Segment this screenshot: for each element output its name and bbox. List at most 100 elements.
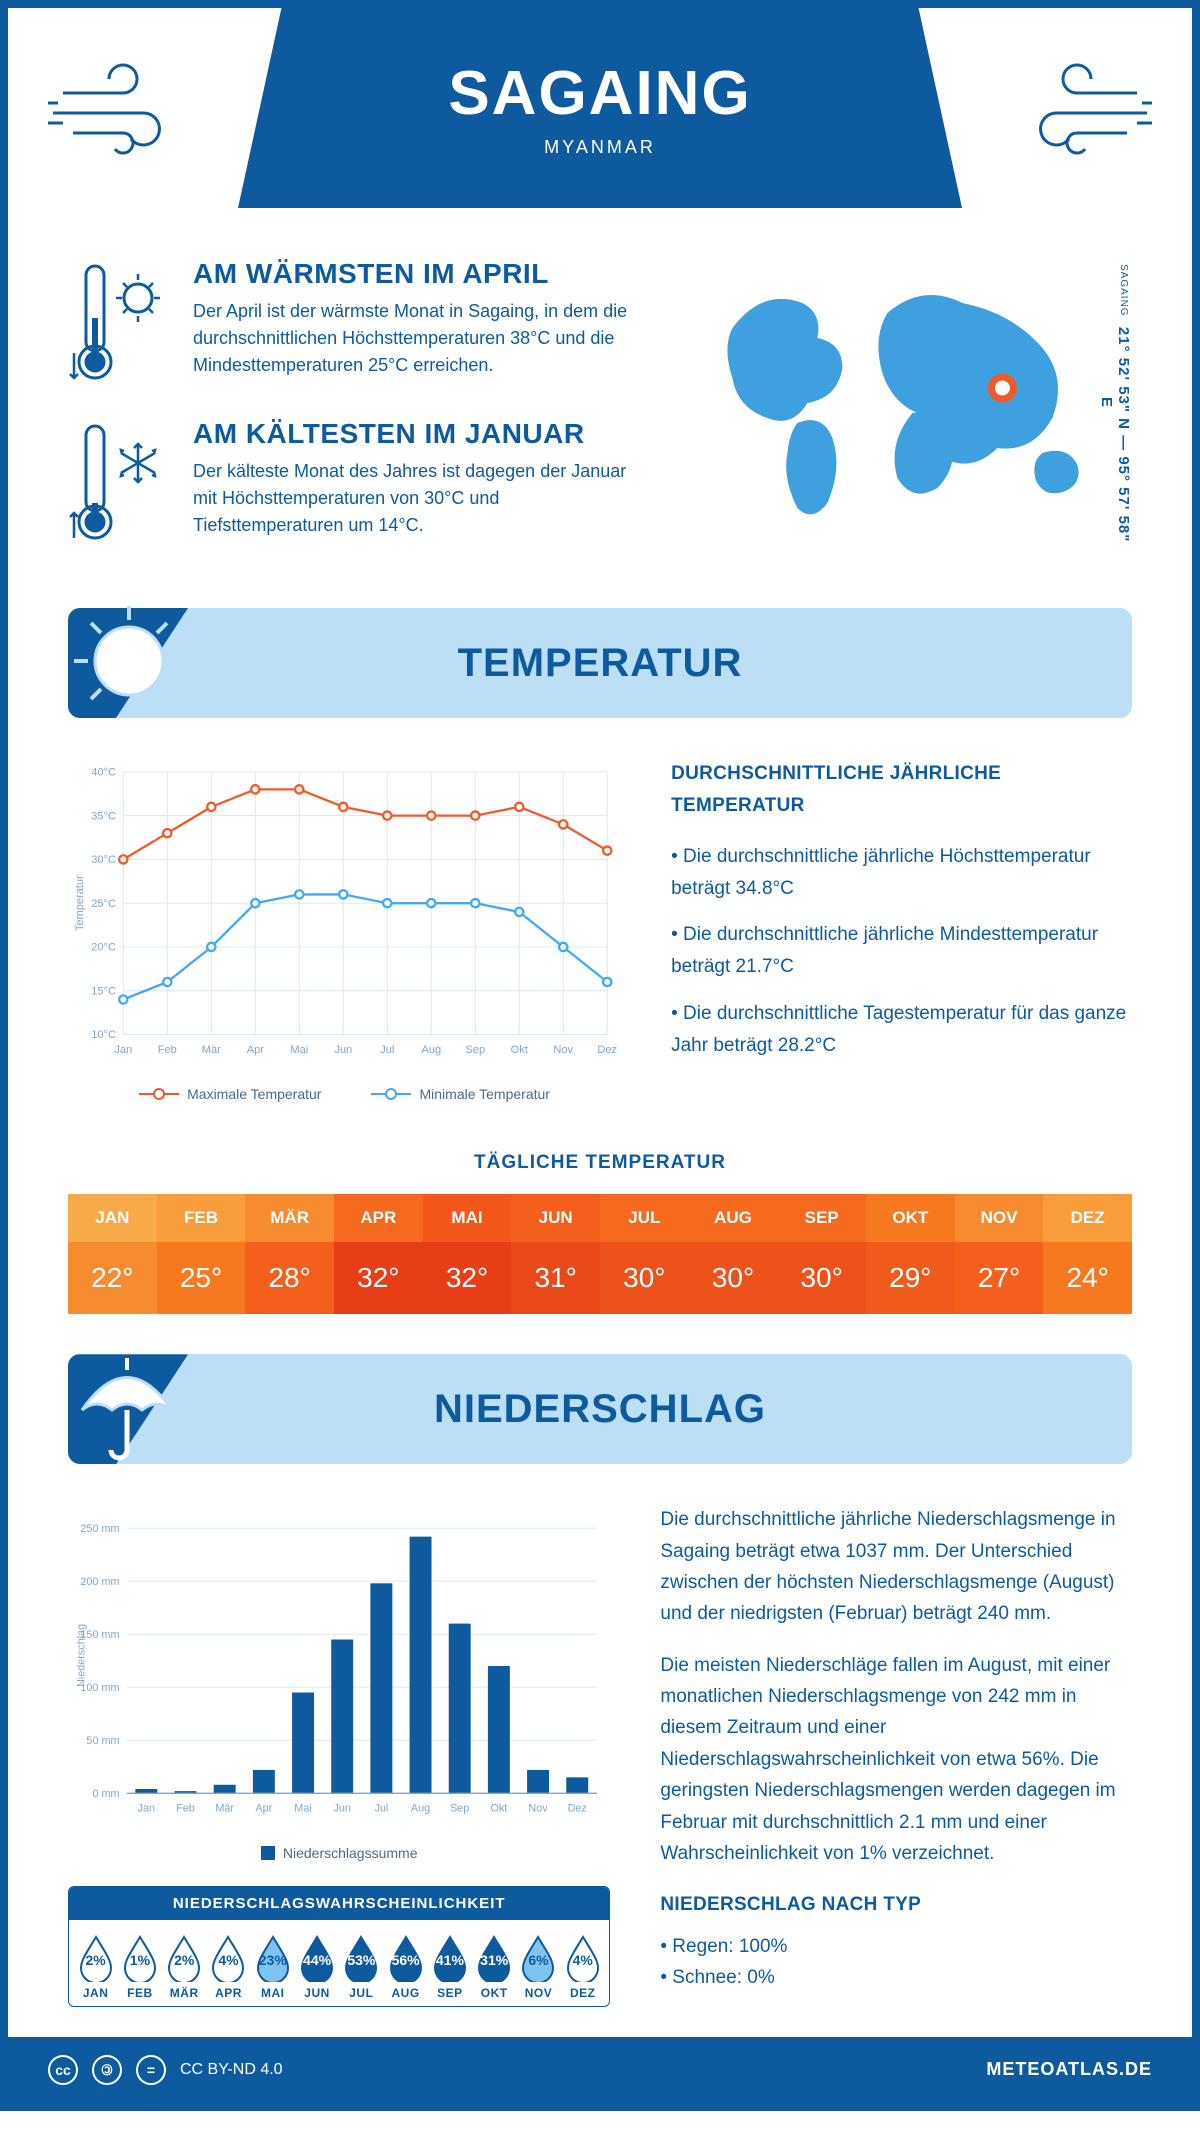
thermometer-hot-icon bbox=[68, 258, 168, 388]
temp-info-title: DURCHSCHNITTLICHE JÄHRLICHE TEMPERATUR bbox=[671, 758, 1132, 823]
prob-item: 6% NOV bbox=[518, 1934, 559, 2000]
svg-text:Aug: Aug bbox=[411, 1803, 430, 1815]
svg-text:10°C: 10°C bbox=[91, 1029, 116, 1041]
world-map-block: SAGAING 21° 52' 53" N — 95° 57' 58" E bbox=[693, 258, 1132, 548]
precip-type-2: • Schnee: 0% bbox=[660, 1962, 1132, 1993]
month-header: SEP bbox=[777, 1194, 866, 1242]
precip-type-title: NIEDERSCHLAG NACH TYP bbox=[660, 1889, 1132, 1920]
license-text: CC BY-ND 4.0 bbox=[180, 2061, 283, 2079]
prob-item: 4% APR bbox=[208, 1934, 249, 2000]
svg-text:Feb: Feb bbox=[158, 1044, 177, 1056]
temp-point-1: • Die durchschnittliche jährliche Höchst… bbox=[671, 841, 1132, 906]
prob-item: 41% SEP bbox=[429, 1934, 470, 2000]
month-header: NOV bbox=[955, 1194, 1044, 1242]
wind-icon-left bbox=[8, 8, 238, 208]
month-header: JAN bbox=[68, 1194, 157, 1242]
warmest-text: Der April ist der wärmste Monat in Sagai… bbox=[193, 298, 653, 379]
svg-text:Jan: Jan bbox=[114, 1044, 132, 1056]
coordinates: SAGAING 21° 52' 53" N — 95° 57' 58" E bbox=[1098, 258, 1132, 548]
svg-text:Jul: Jul bbox=[380, 1044, 394, 1056]
svg-text:Nov: Nov bbox=[528, 1803, 548, 1815]
svg-text:Sep: Sep bbox=[450, 1803, 469, 1815]
svg-text:0 mm: 0 mm bbox=[92, 1788, 119, 1800]
month-header: JUN bbox=[511, 1194, 600, 1242]
month-header: MÄR bbox=[245, 1194, 334, 1242]
cc-icon: cc bbox=[48, 2055, 78, 2085]
prob-item: 4% DEZ bbox=[562, 1934, 603, 2000]
license-block: cc 🄯 = CC BY-ND 4.0 bbox=[48, 2055, 283, 2085]
month-value: 29° bbox=[866, 1242, 955, 1314]
svg-text:25°C: 25°C bbox=[91, 898, 116, 910]
svg-text:Nov: Nov bbox=[553, 1044, 573, 1056]
temp-point-2: • Die durchschnittliche jährliche Mindes… bbox=[671, 919, 1132, 984]
prob-item: 23% MAI bbox=[252, 1934, 293, 2000]
prob-item: 56% AUG bbox=[385, 1934, 426, 2000]
precip-legend: Niederschlagssumme bbox=[68, 1845, 610, 1861]
precip-probability-box: NIEDERSCHLAGSWAHRSCHEINLICHKEIT 2% JAN 1… bbox=[68, 1886, 610, 2007]
prob-item: 53% JUL bbox=[341, 1934, 382, 2000]
month-value: 28° bbox=[245, 1242, 334, 1314]
svg-text:250 mm: 250 mm bbox=[80, 1523, 119, 1535]
svg-text:Jul: Jul bbox=[374, 1803, 388, 1815]
svg-text:Feb: Feb bbox=[176, 1803, 195, 1815]
month-header: MAI bbox=[423, 1194, 512, 1242]
coldest-block: AM KÄLTESTEN IM JANUAR Der kälteste Mona… bbox=[68, 418, 653, 548]
coldest-title: AM KÄLTESTEN IM JANUAR bbox=[193, 418, 653, 450]
precip-banner-title: NIEDERSCHLAG bbox=[68, 1387, 1132, 1432]
by-icon: 🄯 bbox=[92, 2055, 122, 2085]
warmest-block: AM WÄRMSTEN IM APRIL Der April ist der w… bbox=[68, 258, 653, 388]
month-header: FEB bbox=[157, 1194, 246, 1242]
prob-item: 2% MÄR bbox=[164, 1934, 205, 2000]
svg-text:Mär: Mär bbox=[215, 1803, 234, 1815]
svg-text:40°C: 40°C bbox=[91, 767, 116, 779]
svg-text:30°C: 30°C bbox=[91, 854, 116, 866]
temperature-chart: 10°C15°C20°C25°C30°C35°C40°CJanFebMärApr… bbox=[68, 758, 621, 1102]
location-marker-icon bbox=[992, 377, 1014, 399]
temperature-info: DURCHSCHNITTLICHE JÄHRLICHE TEMPERATUR •… bbox=[671, 758, 1132, 1102]
svg-text:Sep: Sep bbox=[465, 1044, 485, 1056]
footer: cc 🄯 = CC BY-ND 4.0 METEOATLAS.DE bbox=[8, 2037, 1192, 2103]
precip-info: Die durchschnittliche jährliche Niedersc… bbox=[660, 1504, 1132, 2006]
prob-item: 31% OKT bbox=[474, 1934, 515, 2000]
month-header: APR bbox=[334, 1194, 423, 1242]
intro-section: AM WÄRMSTEN IM APRIL Der April ist der w… bbox=[8, 208, 1192, 588]
temp-banner-title: TEMPERATUR bbox=[68, 641, 1132, 686]
header-title-block: SAGAING MYANMAR bbox=[238, 8, 962, 208]
daily-temp-table: JANFEBMÄRAPRMAIJUNJULAUGSEPOKTNOVDEZ22°2… bbox=[68, 1194, 1132, 1314]
precip-banner: NIEDERSCHLAG bbox=[68, 1354, 1132, 1464]
temp-legend: .legend-item:nth-child(1) .legend-line::… bbox=[68, 1086, 621, 1102]
prob-item: 2% JAN bbox=[75, 1934, 116, 2000]
svg-text:Jan: Jan bbox=[138, 1803, 155, 1815]
month-value: 30° bbox=[777, 1242, 866, 1314]
month-value: 22° bbox=[68, 1242, 157, 1314]
city-name: SAGAING bbox=[238, 58, 962, 129]
prob-item: 44% JUN bbox=[296, 1934, 337, 2000]
svg-text:Apr: Apr bbox=[247, 1044, 265, 1056]
svg-text:20°C: 20°C bbox=[91, 942, 116, 954]
month-header: DEZ bbox=[1043, 1194, 1132, 1242]
country-name: MYANMAR bbox=[238, 137, 962, 158]
svg-text:Mai: Mai bbox=[294, 1803, 311, 1815]
svg-text:Okt: Okt bbox=[511, 1044, 528, 1056]
umbrella-icon bbox=[62, 1340, 192, 1470]
precip-type-1: • Regen: 100% bbox=[660, 1931, 1132, 1962]
month-header: JUL bbox=[600, 1194, 689, 1242]
warmest-title: AM WÄRMSTEN IM APRIL bbox=[193, 258, 653, 290]
svg-text:Jun: Jun bbox=[333, 1803, 350, 1815]
svg-text:35°C: 35°C bbox=[91, 810, 116, 822]
temperature-body: 10°C15°C20°C25°C30°C35°C40°CJanFebMärApr… bbox=[8, 718, 1192, 1122]
svg-text:Apr: Apr bbox=[255, 1803, 272, 1815]
svg-text:Niederschlag: Niederschlag bbox=[75, 1624, 87, 1687]
month-value: 30° bbox=[600, 1242, 689, 1314]
temp-point-3: • Die durchschnittliche Tagestemperatur … bbox=[671, 998, 1132, 1063]
month-value: 32° bbox=[423, 1242, 512, 1314]
svg-text:Okt: Okt bbox=[490, 1803, 507, 1815]
svg-text:Dez: Dez bbox=[597, 1044, 617, 1056]
thermometer-cold-icon bbox=[68, 418, 168, 548]
svg-text:200 mm: 200 mm bbox=[80, 1576, 119, 1588]
svg-text:Aug: Aug bbox=[421, 1044, 441, 1056]
svg-text:50 mm: 50 mm bbox=[86, 1735, 119, 1747]
month-value: 27° bbox=[955, 1242, 1044, 1314]
wind-icon-right bbox=[962, 8, 1192, 208]
coldest-text: Der kälteste Monat des Jahres ist dagege… bbox=[193, 458, 653, 539]
